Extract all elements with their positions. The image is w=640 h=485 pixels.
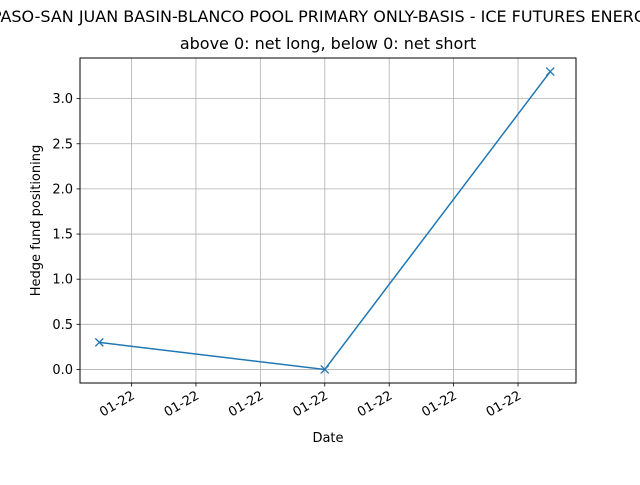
data-point-marker (320, 364, 330, 374)
data-point-marker (94, 337, 104, 347)
chart-subtitle: above 0: net long, below 0: net short (180, 34, 476, 53)
y-tick-label: 1.5 (52, 228, 73, 243)
x-tick-label: 01-22 (419, 388, 459, 420)
y-tick-label: 2.5 (52, 137, 73, 152)
x-tick-label: 01-22 (162, 388, 202, 420)
x-axis-label: Date (312, 431, 343, 446)
x-tick-label: 01-22 (291, 388, 331, 420)
y-tick-label: 3.0 (52, 92, 73, 107)
x-tick-label: 01-22 (226, 388, 266, 420)
plot-series (94, 67, 555, 374)
grid-lines (80, 58, 576, 383)
plot-frame (79, 57, 577, 384)
y-tick-label: 1.0 (52, 273, 73, 288)
x-tick-label: 01-22 (97, 388, 137, 420)
y-tick-label: 0.0 (52, 363, 73, 378)
x-tick-label: 01-22 (484, 388, 524, 420)
chart-title: EL PASO-SAN JUAN BASIN-BLANCO POOL PRIMA… (0, 7, 640, 26)
data-point-marker (545, 67, 555, 77)
y-tick-label: 2.0 (52, 182, 73, 197)
x-axis-ticks: 01-22 01-22 01-22 01-22 01-22 01-22 01-22 (97, 383, 524, 420)
y-axis-ticks: 0.0 0.5 1.0 1.5 2.0 2.5 3.0 (52, 92, 80, 378)
y-tick-label: 0.5 (52, 318, 73, 333)
x-tick-label: 01-22 (355, 388, 395, 420)
y-axis-label: Hedge fund positioning (29, 145, 44, 296)
